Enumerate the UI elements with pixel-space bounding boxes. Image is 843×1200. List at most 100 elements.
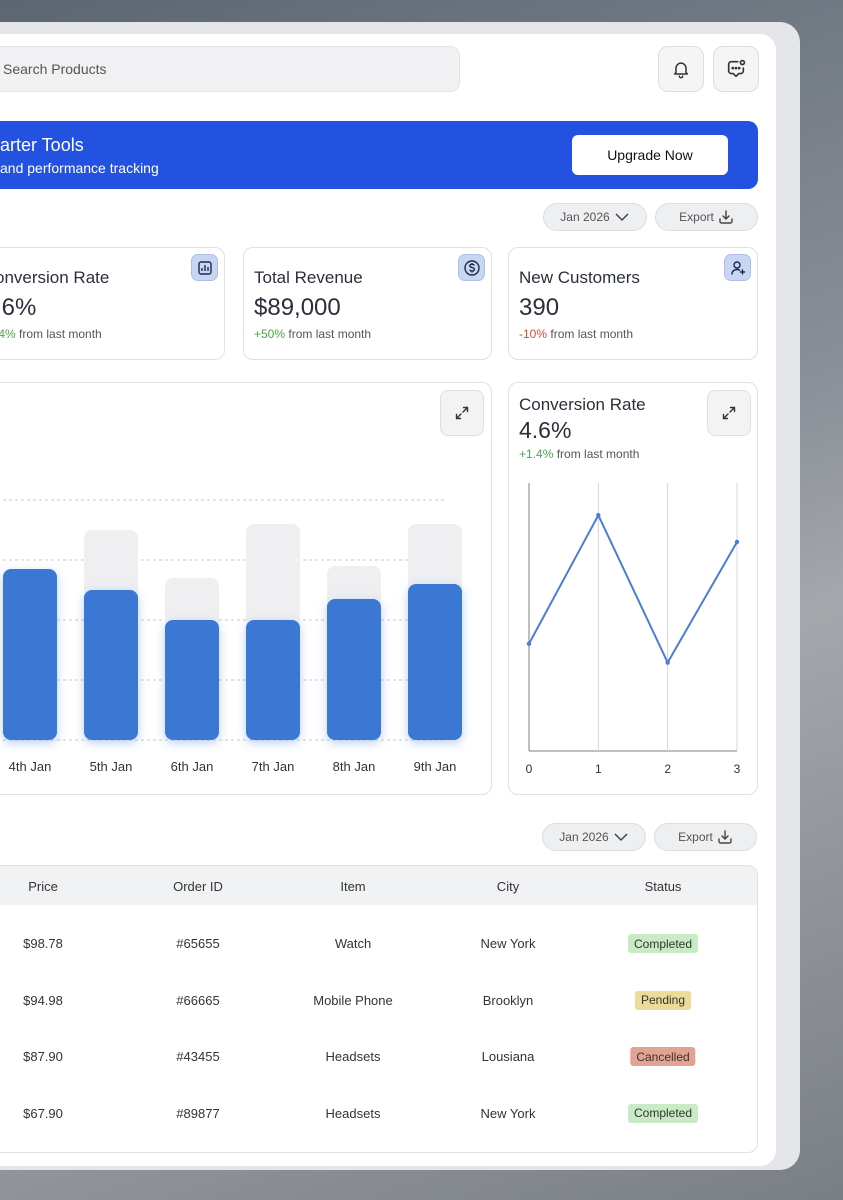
expand-icon: [722, 406, 736, 420]
dollar-icon: [458, 254, 485, 281]
column-header-order-id[interactable]: Order ID: [173, 879, 223, 894]
x-tick-label: 5th Jan: [90, 759, 133, 774]
data-point[interactable]: [665, 660, 670, 665]
search-placeholder: Search Products: [3, 61, 107, 77]
dashboard-panel: Search Products arter Tools and performa…: [0, 34, 776, 1166]
table-month-select-label: Jan 2026: [559, 830, 609, 844]
cell-item: Mobile Phone: [313, 992, 393, 1008]
status-badge: Cancelled: [630, 1047, 696, 1066]
column-header-city[interactable]: City: [496, 879, 520, 894]
orders-table: Price Order ID Item City Status $98.78 #65655…: [0, 865, 758, 1153]
status-badge: Completed: [627, 1103, 699, 1123]
cell-order-id: #65655: [176, 936, 220, 951]
month-select-label: Jan 2026: [560, 210, 610, 224]
upgrade-now-button[interactable]: Upgrade Now: [572, 135, 728, 175]
series-line: [528, 512, 738, 665]
chevron-down-icon: [614, 833, 628, 842]
column-header-status[interactable]: Status: [644, 879, 682, 894]
expand-line-chart-button[interactable]: [707, 390, 751, 436]
cell-city: Lousiana: [481, 1049, 535, 1064]
table-header: Price Order ID Item City Status: [0, 866, 757, 905]
banner-title: arter Tools: [0, 135, 84, 155]
download-icon: [719, 210, 733, 224]
table-row[interactable]: $94.98 #66665 Mobile Phone Brooklyn Pending: [0, 962, 757, 1018]
cell-city: New York: [480, 1105, 536, 1121]
x-tick-label: 1: [595, 762, 602, 776]
line-chart-change: +1.4% from last month: [519, 447, 639, 461]
x-tick-label: 3: [734, 762, 741, 776]
bar[interactable]: [84, 590, 138, 740]
chevron-down-icon: [615, 213, 629, 222]
line-chart-change-suffix: from last month: [556, 447, 640, 461]
chat-button[interactable]: [713, 46, 759, 92]
expand-bar-chart-button[interactable]: [440, 390, 484, 436]
data-point[interactable]: [734, 539, 740, 545]
x-tick-label: 4th Jan: [9, 759, 52, 774]
table-row[interactable]: $98.78 #65655 Watch New York Completed: [0, 905, 757, 961]
stat-change-value: +50%: [254, 327, 286, 341]
stat-value: $89,000: [254, 294, 341, 321]
x-tick-label: 6th Jan: [171, 759, 214, 774]
user-add-icon: [724, 254, 751, 281]
stat-card-conversion-rate: onversion Rate .6% .4% from last month: [0, 247, 225, 360]
cell-city: New York: [480, 936, 536, 951]
notification-button[interactable]: [658, 46, 704, 92]
bar[interactable]: [165, 620, 219, 740]
line-chart-value: 4.6%: [519, 417, 572, 443]
upgrade-banner: arter Tools and performance tracking Upg…: [0, 121, 758, 189]
stat-change: .4% from last month: [0, 327, 102, 341]
data-point[interactable]: [526, 641, 532, 646]
cell-order-id: #43455: [176, 1049, 220, 1064]
table-month-select[interactable]: Jan 2026: [542, 823, 646, 851]
bar-chart: 4th Jan 5th Jan 6th Jan 7th Jan 8th Jan 9th J…: [0, 499, 462, 774]
bar[interactable]: [3, 569, 57, 740]
export-label: Export: [679, 210, 714, 224]
stat-change-suffix: from last month: [19, 327, 102, 341]
cell-order-id: #89877: [176, 1105, 220, 1121]
stat-change-value: .4%: [0, 327, 16, 341]
table-row[interactable]: $67.90 #89877 Headsets New York Completed: [0, 1075, 757, 1131]
bell-icon: [674, 62, 688, 79]
line-chart-title: Conversion Rate: [519, 395, 646, 414]
search-input[interactable]: Search Products: [0, 46, 460, 92]
expand-icon: [455, 406, 469, 420]
x-tick-label: 7th Jan: [252, 759, 295, 774]
line-chart: 0 1 2 3: [526, 483, 741, 776]
stat-card-new-customers: New Customers 390 -10% from last month: [508, 247, 758, 360]
month-select[interactable]: Jan 2026: [543, 203, 647, 231]
cell-price: $67.90: [23, 1105, 63, 1121]
stat-change: -10% from last month: [519, 327, 633, 341]
cell-item: Watch: [334, 936, 372, 951]
stat-title: New Customers: [519, 268, 640, 287]
stat-card-total-revenue: Total Revenue $89,000 +50% from last mon…: [243, 247, 492, 360]
stat-title: Total Revenue: [254, 268, 363, 287]
table-export-button[interactable]: Export: [654, 823, 757, 851]
data-point[interactable]: [596, 512, 601, 518]
x-tick-label: 2: [664, 762, 671, 776]
status-badge: Pending: [634, 990, 692, 1010]
stat-change-suffix: from last month: [550, 327, 634, 341]
column-header-item[interactable]: Item: [340, 879, 366, 894]
bar-chart-icon: [191, 254, 218, 281]
stat-title: onversion Rate: [0, 268, 110, 287]
cell-item: Headsets: [325, 1105, 381, 1121]
x-tick-label: 8th Jan: [333, 759, 376, 774]
banner-subtitle: and performance tracking: [0, 160, 159, 176]
export-button[interactable]: Export: [655, 203, 758, 231]
column-header-price[interactable]: Price: [28, 879, 58, 894]
x-tick-label: 0: [526, 762, 533, 776]
bar-chart-card: 4th Jan 5th Jan 6th Jan 7th Jan 8th Jan 9th J…: [0, 382, 492, 795]
bar[interactable]: [327, 599, 381, 740]
stat-value: .6%: [0, 294, 37, 321]
chat-notification-icon: [727, 59, 746, 78]
cell-price: $98.78: [23, 936, 63, 951]
cell-price: $87.90: [23, 1049, 63, 1064]
cell-item: Headsets: [325, 1049, 381, 1064]
line-chart-card: Conversion Rate 4.6% +1.4% from last mon…: [508, 382, 758, 795]
bar[interactable]: [408, 584, 462, 740]
stat-value: 390: [519, 294, 560, 321]
table-row[interactable]: $87.90 #43455 Headsets Lousiana Cancelled: [0, 1018, 757, 1074]
status-badge: Completed: [627, 934, 699, 953]
stat-change-suffix: from last month: [288, 327, 372, 341]
bar[interactable]: [246, 620, 300, 740]
